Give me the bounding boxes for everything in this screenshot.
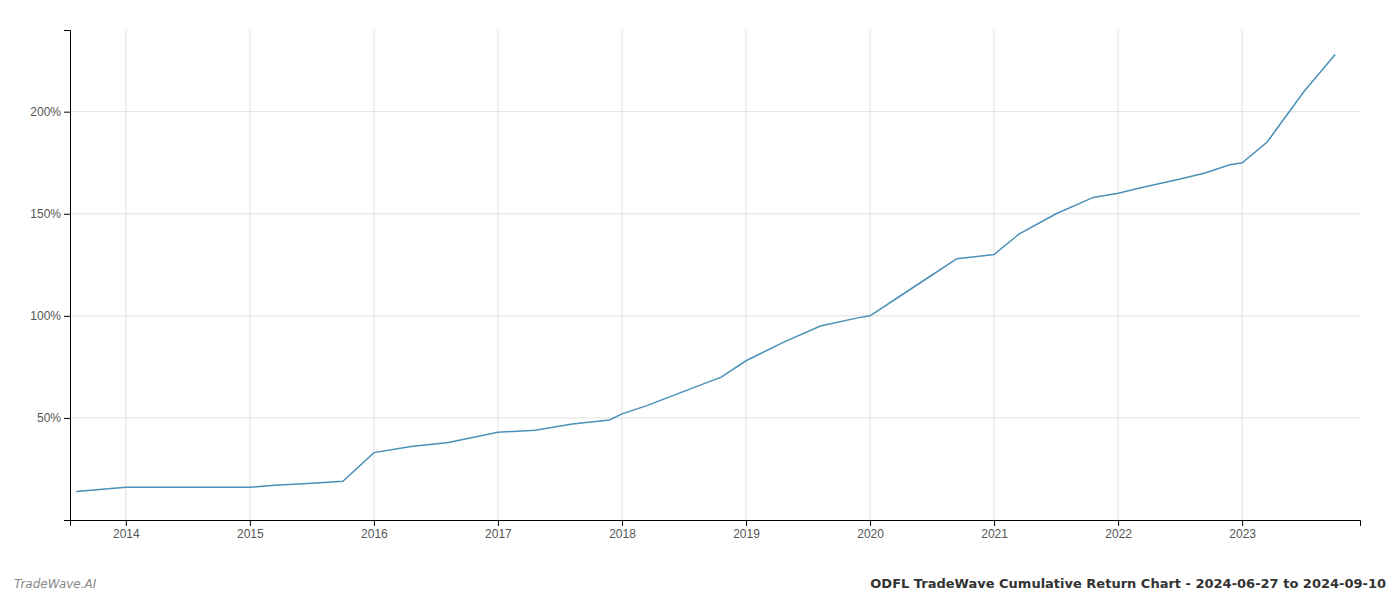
watermark: TradeWave.AI: [14, 577, 97, 591]
tick-mark: [64, 112, 70, 113]
x-tick: 2014: [113, 520, 140, 541]
x-tick: 2018: [609, 520, 636, 541]
tick-mark: [126, 520, 127, 526]
y-tick: 50%: [37, 411, 70, 425]
x-tick: 2019: [733, 520, 760, 541]
tick-mark: [498, 520, 499, 526]
tick-label: 150%: [30, 207, 61, 221]
tick-label: 2016: [361, 527, 388, 541]
x-axis: 2014 2015 2016 2017 2018 2019 2020 2021 2022 2023: [71, 520, 1361, 541]
tick-label: 2019: [733, 527, 760, 541]
y-tick: 200%: [30, 105, 70, 119]
grid-line: [373, 30, 374, 520]
title: ODFL TradeWave Cumulative Return Chart -…: [870, 576, 1386, 591]
tick-mark: [994, 520, 995, 526]
grid-line: [70, 213, 1360, 214]
grid-line: [994, 30, 995, 520]
grid-line: [249, 30, 250, 520]
x-tick: 2022: [1105, 520, 1132, 541]
grid-line: [1242, 30, 1243, 520]
tick-label: 2022: [1105, 527, 1132, 541]
grid-line: [621, 30, 622, 520]
tick-mark: [1118, 520, 1119, 526]
x-tick: 2023: [1229, 520, 1256, 541]
grid-line: [70, 111, 1360, 112]
grid: [70, 30, 1360, 520]
x-tick: 2020: [857, 520, 884, 541]
marks: [76, 55, 1335, 492]
chart: 2014 2015 2016 2017 2018 2019 2020 2021 2022 2023…: [0, 0, 1400, 600]
tick-mark: [250, 520, 251, 526]
axis-line: [64, 31, 71, 521]
tick-label: 200%: [30, 105, 61, 119]
tick-label: 100%: [30, 309, 61, 323]
y-axis: 50% 100% 150% 200%: [30, 31, 70, 521]
grid-line: [870, 30, 871, 520]
tick-label: 2020: [857, 527, 884, 541]
grid-line: [70, 315, 1360, 316]
plot: 2014 2015 2016 2017 2018 2019 2020 2021 2022 2023…: [30, 30, 1360, 541]
line: [76, 55, 1335, 492]
grid-line: [125, 30, 126, 520]
tick-mark: [374, 520, 375, 526]
tick-label: 2023: [1229, 527, 1256, 541]
grid-line: [497, 30, 498, 520]
grid-line: [1118, 30, 1119, 520]
tick-mark: [64, 316, 70, 317]
tick-mark: [64, 418, 70, 419]
tick-mark: [746, 520, 747, 526]
grid-line: [70, 417, 1360, 418]
tick-label: 2015: [237, 527, 264, 541]
tick-label: 50%: [37, 411, 61, 425]
x-tick: 2021: [981, 520, 1008, 541]
tick-label: 2014: [113, 527, 140, 541]
tick-label: 2017: [485, 527, 512, 541]
x-tick: 2017: [485, 520, 512, 541]
tick-mark: [622, 520, 623, 526]
tick-mark: [870, 520, 871, 526]
y-tick: 100%: [30, 309, 70, 323]
tick-mark: [64, 214, 70, 215]
tick-label: 2021: [981, 527, 1008, 541]
y-tick: 150%: [30, 207, 70, 221]
grid-line: [746, 30, 747, 520]
tick-mark: [1242, 520, 1243, 526]
x-tick: 2015: [237, 520, 264, 541]
x-tick: 2016: [361, 520, 388, 541]
axis-line: [71, 521, 1361, 527]
tick-label: 2018: [609, 527, 636, 541]
